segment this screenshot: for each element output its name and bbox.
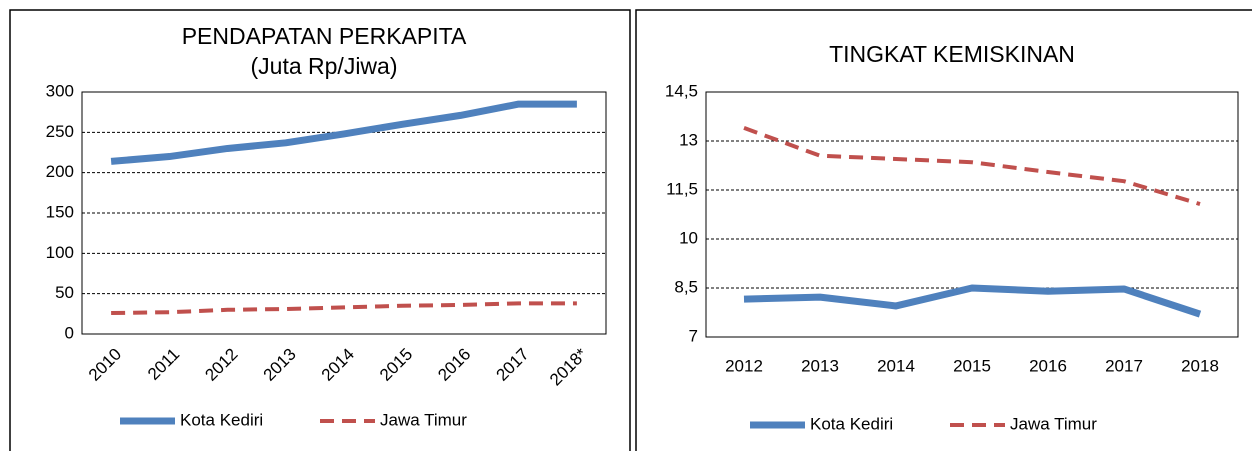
x-tick-label: 2012	[201, 345, 241, 385]
y-tick-label: 200	[46, 162, 74, 181]
x-tick-label: 2017	[492, 345, 532, 385]
y-tick-label: 250	[46, 122, 74, 141]
y-tick-label: 13	[679, 130, 698, 149]
x-tick-label: 2013	[260, 345, 300, 385]
plot-border	[81, 91, 607, 335]
chart-title: PENDAPATAN PERKAPITA	[182, 23, 467, 49]
x-tick-label: 2010	[85, 345, 125, 385]
y-tick-label: 150	[46, 202, 74, 221]
legend-label: Kota Kediri	[180, 410, 263, 429]
chart-title: TINGKAT KEMISKINAN	[829, 41, 1075, 67]
x-tick-label: 2016	[1029, 356, 1067, 375]
x-tick-label: 2018*	[546, 344, 591, 389]
legend-label: Jawa Timur	[380, 410, 467, 429]
y-tick-label: 50	[55, 283, 74, 302]
y-tick-label: 300	[46, 81, 74, 100]
y-tick-label: 14,5	[665, 81, 698, 100]
y-tick-label: 8,5	[674, 277, 698, 296]
x-tick-label: 2015	[953, 356, 991, 375]
x-tick-label: 2018	[1181, 356, 1219, 375]
x-tick-label: 2017	[1105, 356, 1143, 375]
y-tick-label: 0	[65, 323, 74, 342]
x-tick-label: 2014	[318, 345, 358, 385]
series-line	[111, 301, 577, 316]
series-line	[743, 126, 1201, 206]
x-tick-label: 2016	[434, 345, 474, 385]
x-tick-label: 2014	[877, 356, 915, 375]
x-tick-label: 2013	[801, 356, 839, 375]
y-tick-label: 11,5	[666, 179, 698, 198]
x-tick-label: 2012	[725, 356, 763, 375]
chart-subtitle: (Juta Rp/Jiwa)	[251, 53, 398, 79]
y-tick-label: 100	[46, 243, 74, 262]
y-tick-label: 10	[679, 228, 698, 247]
plot-border	[705, 91, 1239, 338]
series-line	[743, 284, 1202, 318]
series-line	[110, 100, 577, 165]
panel-border	[635, 9, 1252, 451]
x-tick-label: 2015	[376, 345, 416, 385]
y-tick-label: 7	[689, 326, 698, 345]
x-tick-label: 2011	[144, 345, 183, 384]
panel-border	[9, 9, 631, 451]
legend-label: Kota Kediri	[810, 414, 893, 433]
legend-label: Jawa Timur	[1010, 414, 1097, 433]
